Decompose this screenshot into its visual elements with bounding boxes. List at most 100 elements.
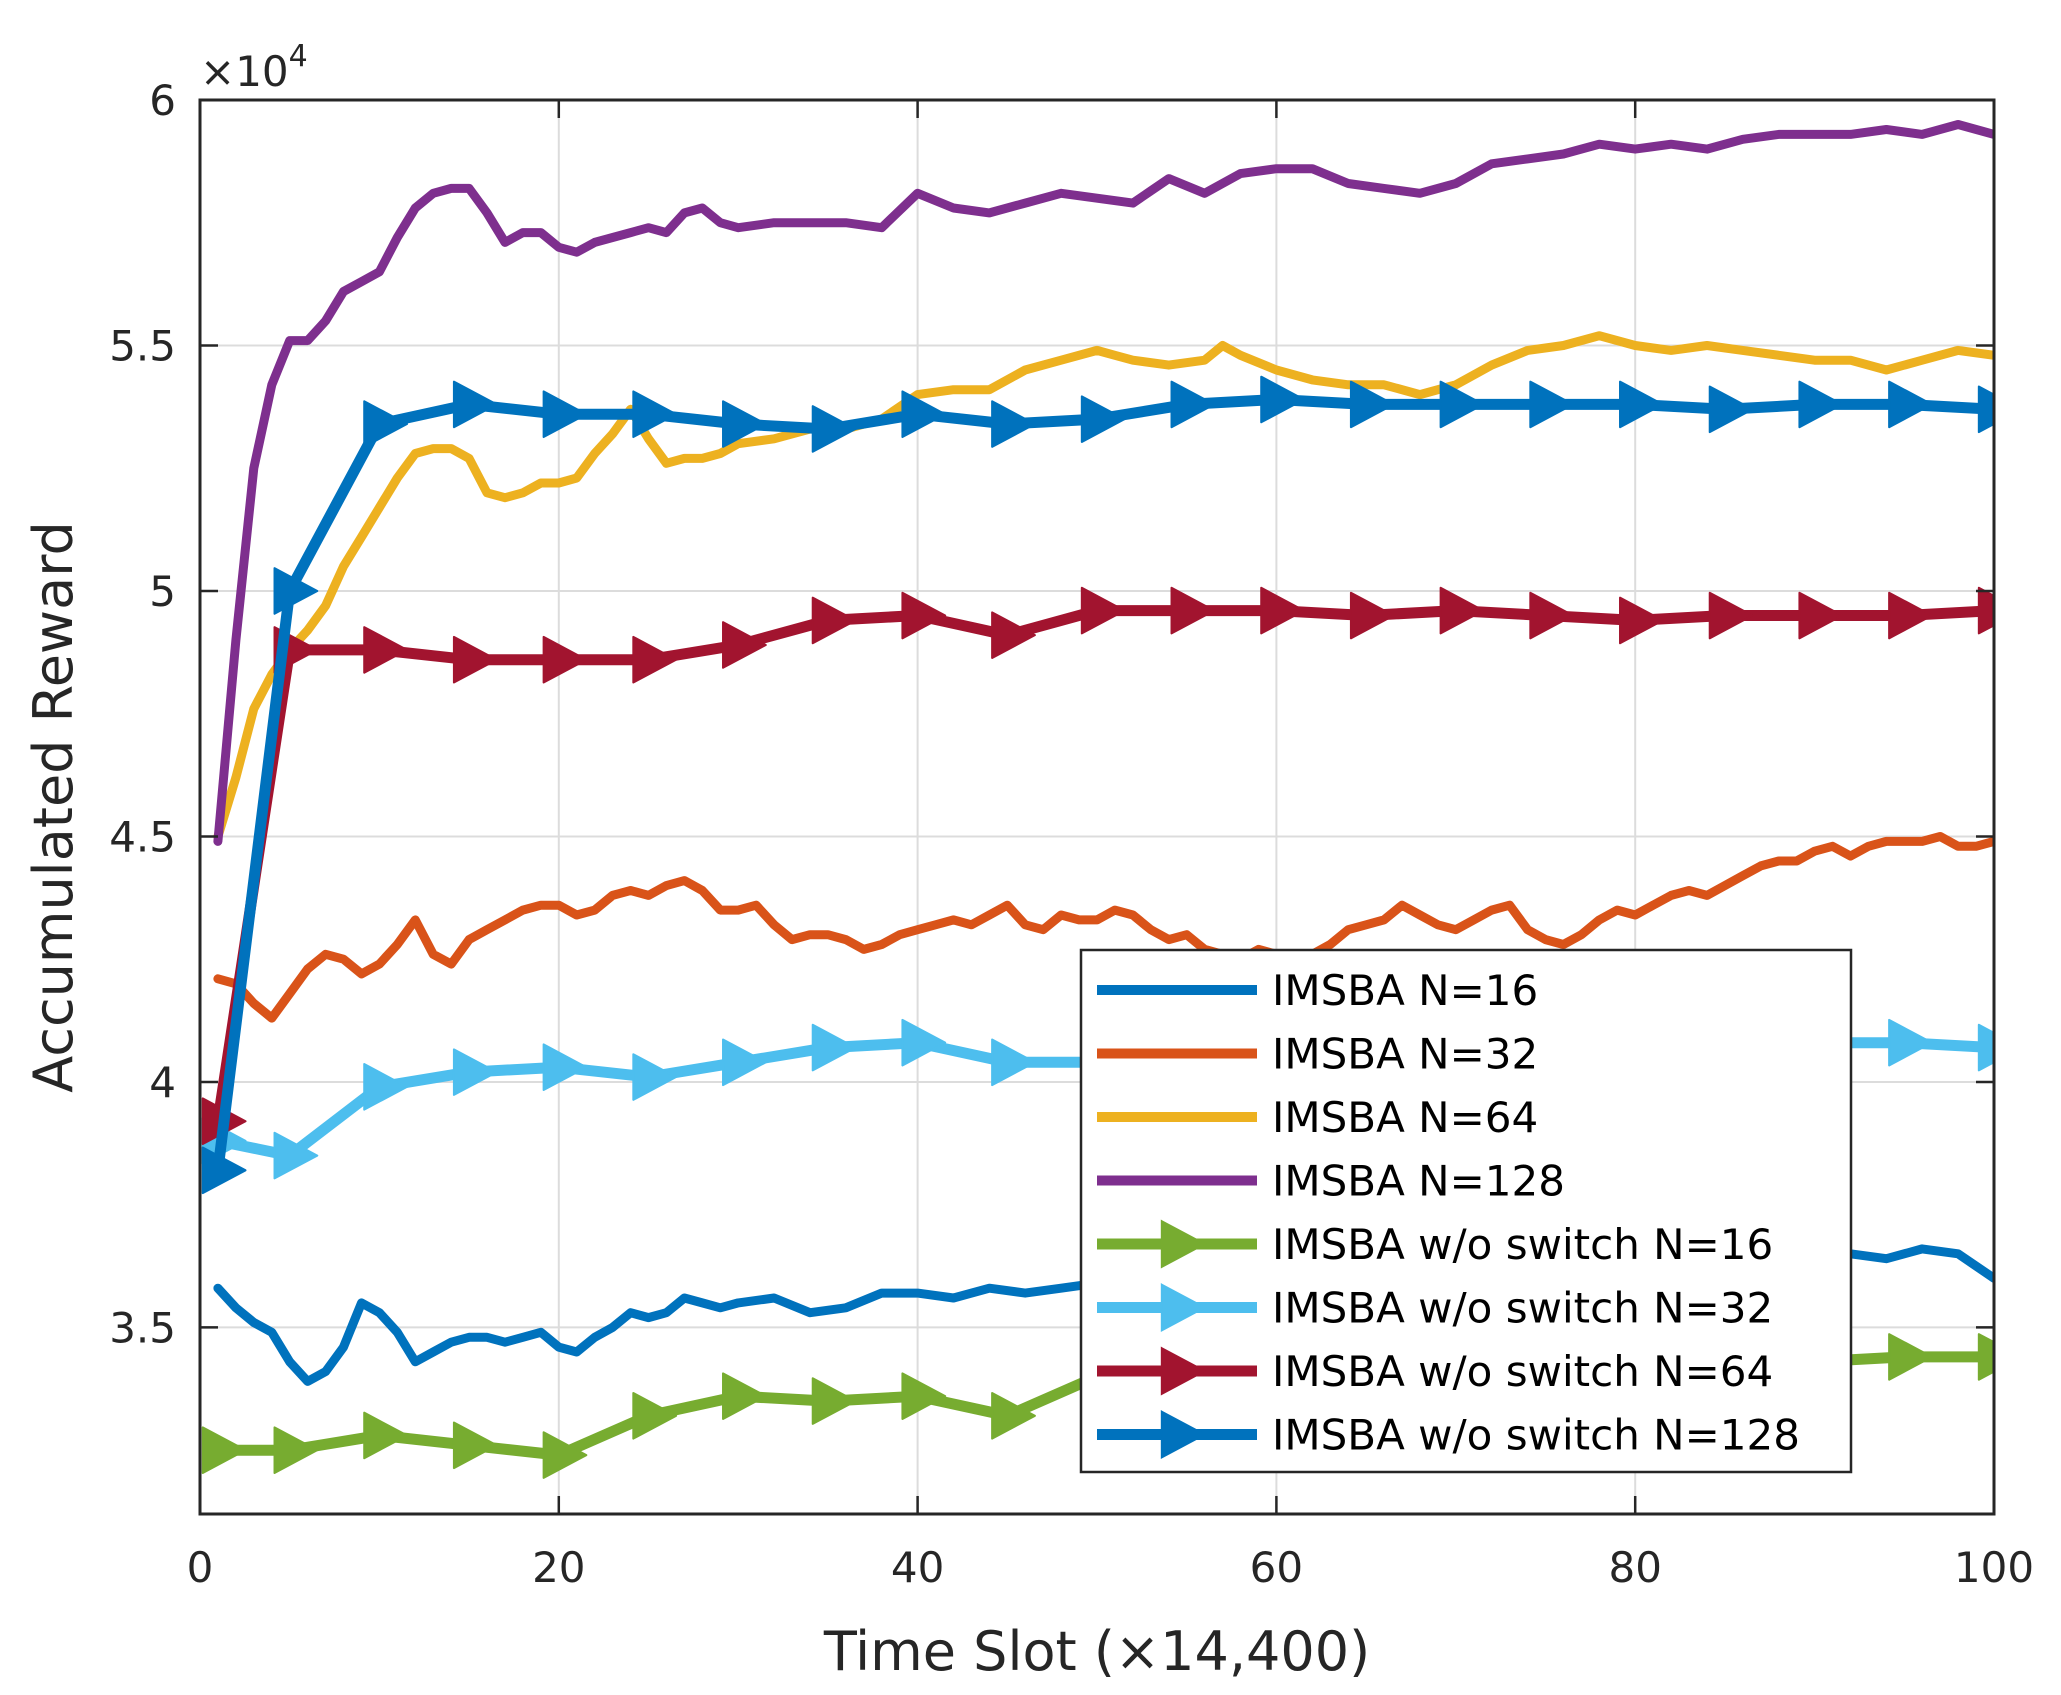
legend-label: IMSBA N=64 <box>1272 1093 1538 1142</box>
series-line <box>213 832 1994 1023</box>
data-point-marker <box>1529 380 1575 429</box>
y-tick-label: 3.5 <box>109 1303 176 1352</box>
data-point-marker <box>363 626 408 674</box>
legend-label: IMSBA w/o switch N=64 <box>1272 1347 1773 1396</box>
data-point-marker <box>1619 380 1664 429</box>
data-point-marker <box>1260 375 1305 424</box>
data-point-marker <box>452 1421 498 1470</box>
data-point-marker <box>632 390 678 439</box>
data-point-marker <box>811 596 857 645</box>
y-tick-label: 4.5 <box>109 812 176 861</box>
x-tick-label: 80 <box>1608 1543 1661 1592</box>
data-point-marker <box>273 1131 319 1180</box>
data-point-marker <box>722 400 767 448</box>
data-point-marker <box>1977 1023 1994 1072</box>
data-point-marker <box>452 1048 498 1096</box>
legend-label: IMSBA N=16 <box>1272 966 1538 1015</box>
data-point-marker <box>991 611 1036 659</box>
data-point-marker <box>1170 380 1216 429</box>
y-tick-label: 6 <box>149 76 176 125</box>
data-point-marker <box>1888 1018 1933 1067</box>
data-point-marker <box>901 1372 947 1420</box>
data-point-marker <box>722 1372 767 1420</box>
legend-entry: IMSBA w/o switch N=64 <box>1097 1346 1773 1396</box>
series-layer <box>201 120 1994 1479</box>
data-point-marker <box>1888 591 1933 640</box>
data-point-marker <box>722 1038 767 1087</box>
data-point-marker <box>363 1411 408 1460</box>
data-point-marker <box>363 1063 408 1111</box>
data-point-marker <box>1349 380 1395 429</box>
data-point-marker <box>811 1023 857 1072</box>
data-point-marker <box>1888 380 1933 429</box>
x-axis-title: Time Slot (×14,400) <box>823 1620 1370 1683</box>
data-point-marker <box>542 635 588 684</box>
plot-frame <box>198 98 1996 1516</box>
data-point-marker <box>1977 1333 1994 1381</box>
data-point-marker <box>811 1377 857 1425</box>
data-point-marker <box>1349 591 1395 640</box>
y-exponent-power: 4 <box>289 39 308 74</box>
y-tick-label: 5 <box>149 567 176 616</box>
data-point-marker <box>201 1146 247 1195</box>
legend-entry: IMSBA w/o switch N=128 <box>1097 1410 1800 1460</box>
x-tick-label: 40 <box>891 1543 944 1592</box>
x-tick-label: 20 <box>532 1543 585 1592</box>
legend-box <box>1079 948 1853 1474</box>
y-tick-label: 4 <box>149 1058 176 1107</box>
y-exponent-base: ×10 <box>200 47 289 96</box>
data-point-marker <box>1080 395 1126 443</box>
legend: IMSBA N=16 IMSBA N=32 IMSBA N=64 IMSBA N=12… <box>1079 948 1853 1474</box>
legend-swatch-marker <box>1160 1219 1207 1269</box>
data-point-marker <box>1708 385 1754 434</box>
data-point-marker <box>1619 596 1664 645</box>
data-point-marker <box>1977 586 1994 635</box>
data-point-marker <box>1439 380 1485 429</box>
y-exponent-label: ×104 <box>200 39 308 96</box>
data-point-marker <box>1798 380 1844 429</box>
data-point-marker <box>273 567 319 615</box>
y-tick-label: 5.5 <box>109 321 176 370</box>
legend-swatch-marker <box>1160 1346 1207 1396</box>
axis-ticks: 0 20 40 60 80 100 3.5 4 4.5 5 5.5 6 <box>109 76 2034 1592</box>
legend-entry: IMSBA w/o switch N=16 <box>1097 1219 1773 1269</box>
legend-label: IMSBA w/o switch N=16 <box>1272 1220 1773 1269</box>
data-point-marker <box>452 635 498 684</box>
legend-entry: IMSBA N=32 <box>1097 1030 1538 1079</box>
data-point-marker <box>1529 591 1575 640</box>
legend-label: IMSBA N=128 <box>1272 1157 1565 1206</box>
data-point-marker <box>991 1038 1036 1087</box>
series-imsba-n-128 <box>213 120 1994 846</box>
data-point-marker <box>542 1431 588 1479</box>
legend-swatch-marker <box>1160 1410 1207 1459</box>
x-tick-label: 60 <box>1250 1543 1303 1592</box>
legend-entry: IMSBA N=128 <box>1097 1157 1565 1206</box>
data-point-marker <box>542 390 588 439</box>
data-point-marker <box>1977 385 1994 434</box>
series-imsba-n-32 <box>213 832 1994 1023</box>
legend-label: IMSBA w/o switch N=128 <box>1272 1411 1800 1460</box>
data-point-marker <box>1708 591 1754 640</box>
legend-swatch-marker <box>1160 1283 1207 1332</box>
data-point-marker <box>901 390 947 439</box>
data-point-marker <box>1798 591 1844 640</box>
data-point-marker <box>542 1043 588 1092</box>
data-point-marker <box>632 1053 678 1101</box>
data-point-marker <box>1439 586 1485 635</box>
legend-label: IMSBA N=32 <box>1272 1030 1538 1079</box>
series-imsba-w-o-switch-n-64 <box>201 586 1994 1146</box>
data-point-marker <box>452 380 498 429</box>
x-tick-label: 100 <box>1954 1543 2034 1592</box>
data-point-marker <box>1260 586 1305 635</box>
data-point-marker <box>991 1392 1036 1440</box>
y-axis-title: Accumulated Reward <box>22 521 85 1092</box>
data-point-marker <box>901 1018 947 1067</box>
x-tick-label: 0 <box>187 1543 214 1592</box>
data-point-marker <box>722 621 767 669</box>
legend-entry: IMSBA N=16 <box>1097 966 1538 1015</box>
data-point-marker <box>201 1426 247 1474</box>
data-point-marker <box>632 635 678 684</box>
data-point-marker <box>901 591 947 640</box>
data-point-marker <box>1170 586 1216 635</box>
